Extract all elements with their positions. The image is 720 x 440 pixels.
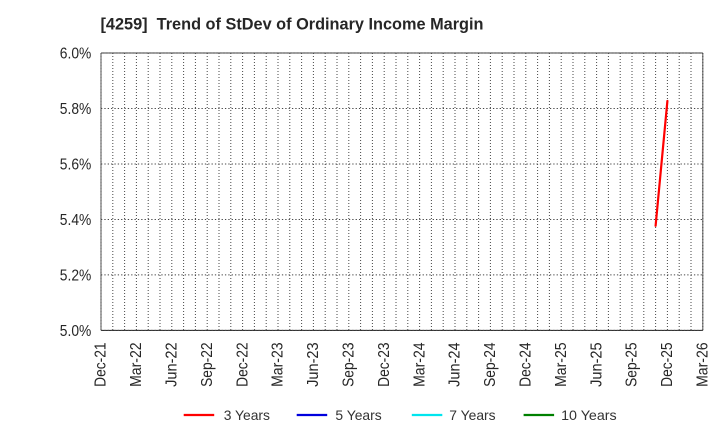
svg-text:Dec-21: Dec-21 [93, 342, 110, 387]
svg-text:Mar-26: Mar-26 [695, 342, 712, 387]
svg-text:5 Years: 5 Years [335, 407, 381, 423]
svg-text:7 Years: 7 Years [449, 407, 495, 423]
svg-text:Jun-25: Jun-25 [588, 342, 605, 387]
svg-text:Dec-22: Dec-22 [234, 342, 251, 387]
svg-text:Mar-24: Mar-24 [411, 342, 428, 387]
svg-text:Dec-25: Dec-25 [659, 342, 676, 387]
svg-text:Mar-23: Mar-23 [270, 342, 287, 387]
svg-text:Mar-22: Mar-22 [128, 342, 145, 387]
svg-text:Sep-24: Sep-24 [482, 342, 499, 387]
svg-text:Dec-23: Dec-23 [376, 342, 393, 387]
svg-text:10 Years: 10 Years [561, 407, 617, 423]
svg-text:Sep-25: Sep-25 [624, 342, 641, 387]
svg-text:5.0%: 5.0% [60, 323, 92, 340]
svg-text:5.6%: 5.6% [60, 157, 92, 174]
svg-text:Jun-23: Jun-23 [305, 342, 322, 387]
svg-text:Sep-22: Sep-22 [199, 342, 216, 387]
svg-text:6.0%: 6.0% [60, 46, 92, 63]
svg-text:Mar-25: Mar-25 [553, 342, 570, 387]
svg-text:Dec-24: Dec-24 [518, 342, 535, 387]
svg-text:Jun-22: Jun-22 [164, 342, 181, 387]
svg-text:5.4%: 5.4% [60, 212, 92, 229]
svg-text:Jun-24: Jun-24 [447, 342, 464, 387]
svg-text:3 Years: 3 Years [224, 407, 270, 423]
svg-text:5.2%: 5.2% [60, 268, 92, 285]
svg-text:Sep-23: Sep-23 [341, 342, 358, 387]
svg-text:5.8%: 5.8% [60, 101, 92, 118]
svg-text:[4259] Trend of StDev of Ordi: [4259] Trend of StDev of Ordinary Income… [101, 16, 484, 34]
